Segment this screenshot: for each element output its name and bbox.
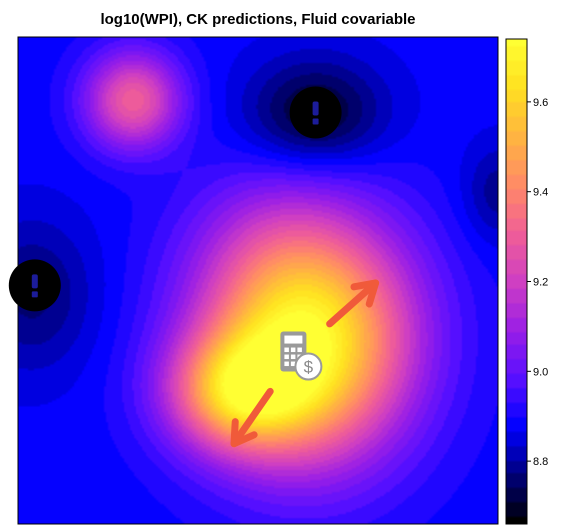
- dollar-coin-icon: [294, 352, 323, 381]
- arrow-head-up-icon: [350, 279, 380, 308]
- markers-layer: [8, 86, 342, 312]
- exclamation-dot-icon: [31, 291, 38, 298]
- colorbar-tick-label: 9.0: [533, 366, 548, 378]
- dollar-symbol: $: [304, 358, 314, 377]
- colorbar-tick-label: 9.4: [533, 187, 548, 199]
- warning-marker-top: [289, 86, 342, 139]
- chart-title: log10(WPI), CK predictions, Fluid covari…: [100, 11, 415, 28]
- colorbar-tick-label: 9.6: [533, 97, 548, 109]
- arrow-shaft-down: [230, 387, 274, 448]
- colorbar-gradient: [506, 39, 527, 524]
- colorbar: 8.8 9.0 9.2 9.4 9.6: [505, 38, 548, 525]
- exclamation-icon: [312, 101, 319, 116]
- heatmap-surface: [18, 37, 498, 524]
- colorbar-ticks: 8.8 9.0 9.2 9.4 9.6: [527, 97, 548, 468]
- exclamation-icon: [31, 274, 38, 289]
- arrow-head-down-icon: [230, 418, 258, 448]
- warning-marker-left: [8, 259, 61, 312]
- calculator-dollar-icon: $: [280, 331, 323, 381]
- colorbar-tick-label: 9.2: [533, 277, 548, 289]
- colorbar-tick-label: 8.8: [533, 456, 548, 468]
- arrow-shaft-up: [326, 279, 380, 328]
- annotation-layer: $: [230, 279, 380, 448]
- exclamation-dot-icon: [312, 118, 319, 125]
- plot-area: [17, 36, 499, 525]
